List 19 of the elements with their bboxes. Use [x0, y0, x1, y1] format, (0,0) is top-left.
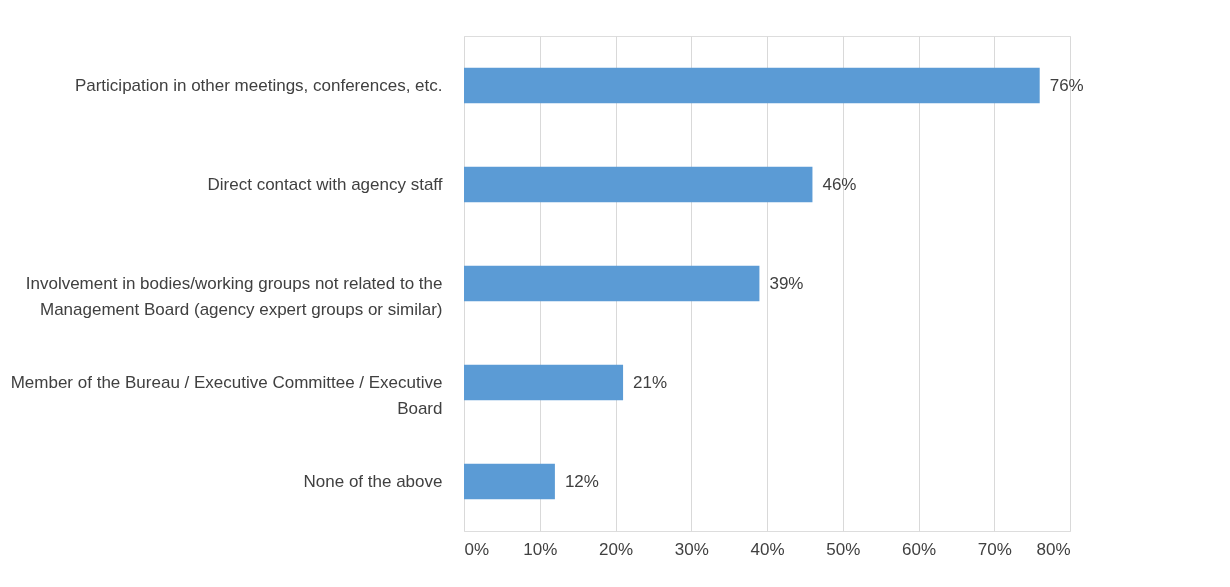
- y-tick-label: None of the above: [303, 471, 443, 491]
- x-tick-label: 40%: [750, 539, 785, 559]
- y-tick-label: Involvement in bodies/working groups not related to the Management Board (agency expert groups or similar): [25, 273, 443, 319]
- y-tick-label: Member of the Bureau / Executive Committee / Executive Board: [10, 372, 443, 418]
- x-tick-label: 30%: [674, 539, 709, 559]
- y-tick-label: Direct contact with agency staff: [207, 174, 443, 194]
- x-tick-label: 20%: [598, 539, 634, 559]
- x-tick-label: 80%: [1036, 539, 1071, 559]
- x-tick-label: 50%: [826, 539, 861, 559]
- data-label: 12%: [564, 471, 599, 491]
- data-label: 21%: [633, 372, 668, 392]
- x-tick-label: 10%: [523, 539, 558, 559]
- data-label: 76%: [1049, 75, 1084, 95]
- x-tick-label: 70%: [977, 539, 1012, 559]
- data-label: 46%: [822, 174, 857, 194]
- data-label: 39%: [769, 273, 804, 293]
- y-tick-label: Participation in other meetings, conferences, etc.: [74, 75, 443, 95]
- x-tick-label: 0%: [464, 539, 490, 559]
- x-tick-label: 60%: [901, 539, 937, 559]
